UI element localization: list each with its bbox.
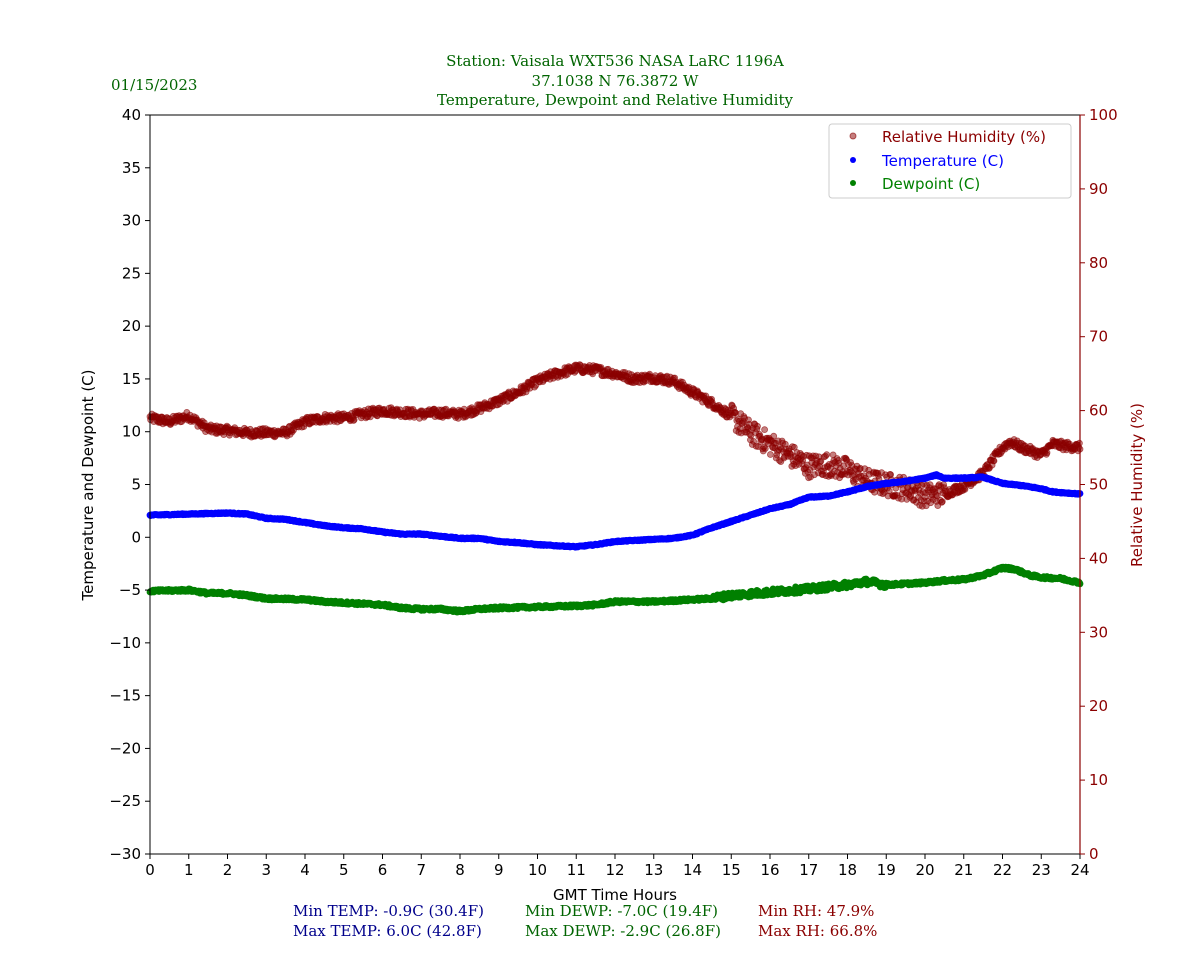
y-tick-label: 20 (122, 317, 141, 335)
x-tick-label: 13 (644, 861, 663, 879)
x-tick-label: 1 (184, 861, 194, 879)
rh-point (823, 451, 831, 459)
y-tick-label: 30 (122, 212, 141, 230)
x-tick-label: 8 (455, 861, 465, 879)
rh-point (938, 498, 946, 506)
y-tick-label: 5 (131, 476, 141, 494)
x-tick-label: 11 (567, 861, 586, 879)
x-tick-label: 15 (722, 861, 741, 879)
x-tick-label: 9 (494, 861, 504, 879)
y2-tick-label: 60 (1089, 402, 1108, 420)
x-tick-label: 6 (378, 861, 388, 879)
y2-tick-label: 80 (1089, 254, 1108, 272)
chart-title-station: Station: Vaisala WXT536 NASA LaRC 1196A (446, 52, 784, 70)
x-tick-label: 18 (838, 861, 857, 879)
rh-point (961, 485, 969, 493)
y2-tick-label: 90 (1089, 180, 1108, 198)
y-tick-label: 10 (122, 423, 141, 441)
x-tick-label: 12 (605, 861, 624, 879)
stat-max-temp: Max TEMP: 6.0C (42.8F) (293, 922, 482, 940)
y-tick-label: −30 (109, 845, 141, 863)
stat-max-rh: Max RH: 66.8% (758, 922, 877, 940)
rh-point (790, 443, 798, 451)
rh-point (761, 445, 769, 452)
y-tick-label: 35 (122, 159, 141, 177)
legend-marker-dewp (850, 180, 856, 186)
y2-tick-label: 20 (1089, 697, 1108, 715)
rh-point (761, 426, 768, 434)
legend-label-temp: Temperature (C) (881, 152, 1004, 170)
x-tick-label: 4 (300, 861, 310, 879)
axis-ticks: 0 1 2 3 4 5 6 7 8 9 10 11 12 13 14 15 16 17 18 19 20 21 22 23 24… (109, 106, 1117, 879)
y2-axis-label: Relative Humidity (%) (1128, 403, 1146, 567)
dewpoint-points (146, 563, 1084, 616)
x-tick-label: 5 (339, 861, 349, 879)
y-tick-label: −15 (109, 687, 141, 705)
x-tick-label: 22 (993, 861, 1012, 879)
x-tick-label: 19 (877, 861, 896, 879)
rh-point (767, 451, 774, 458)
data-marks (146, 361, 1084, 616)
legend-label-rh: Relative Humidity (%) (882, 128, 1046, 146)
stat-max-dewp: Max DEWP: -2.9C (26.8F) (525, 922, 721, 940)
y-tick-label: 0 (131, 528, 141, 546)
legend-marker-rh (849, 132, 857, 140)
rh-point (1043, 449, 1051, 457)
y2-tick-label: 70 (1089, 328, 1108, 346)
stat-min-temp: Min TEMP: -0.9C (30.4F) (293, 902, 484, 920)
chart-title-variables: Temperature, Dewpoint and Relative Humid… (437, 91, 793, 109)
x-tick-label: 10 (528, 861, 547, 879)
y2-tick-label: 40 (1089, 549, 1108, 567)
x-tick-label: 2 (223, 861, 233, 879)
x-tick-label: 16 (760, 861, 779, 879)
stat-min-dewp: Min DEWP: -7.0C (19.4F) (525, 902, 718, 920)
x-tick-label: 17 (799, 861, 818, 879)
chart-title-coords: 37.1038 N 76.3872 W (532, 72, 699, 90)
legend-marker-temp (850, 157, 856, 163)
x-tick-label: 7 (416, 861, 426, 879)
y-tick-label: 40 (122, 106, 141, 124)
rh-point (754, 422, 761, 430)
x-tick-label: 0 (145, 861, 155, 879)
y-tick-label: −10 (109, 634, 141, 652)
x-tick-label: 20 (915, 861, 934, 879)
legend-label-dewp: Dewpoint (C) (882, 175, 980, 193)
rh-points (146, 361, 1084, 510)
legend: Relative Humidity (%) Temperature (C) De… (828, 123, 1072, 199)
x-tick-label: 21 (954, 861, 973, 879)
y-tick-label: −25 (109, 792, 141, 810)
y-tick-label: 15 (122, 370, 141, 388)
y2-tick-label: 10 (1089, 771, 1108, 789)
x-tick-label: 24 (1070, 861, 1089, 879)
y-tick-label: −5 (119, 581, 141, 599)
stat-min-rh: Min RH: 47.9% (758, 902, 874, 920)
y2-tick-label: 100 (1089, 106, 1118, 124)
x-tick-label: 23 (1032, 861, 1051, 879)
y-tick-label: −20 (109, 739, 141, 757)
rh-point (770, 432, 778, 440)
date-label: 01/15/2023 (111, 76, 197, 94)
y2-tick-label: 50 (1089, 476, 1108, 494)
x-tick-label: 3 (261, 861, 271, 879)
rh-point (885, 487, 893, 495)
y2-tick-label: 0 (1089, 845, 1099, 863)
rh-point (990, 457, 998, 465)
y2-tick-label: 30 (1089, 623, 1108, 641)
y-axis-label: Temperature and Dewpoint (C) (79, 369, 97, 601)
y-tick-label: 25 (122, 264, 141, 282)
x-tick-label: 14 (683, 861, 702, 879)
